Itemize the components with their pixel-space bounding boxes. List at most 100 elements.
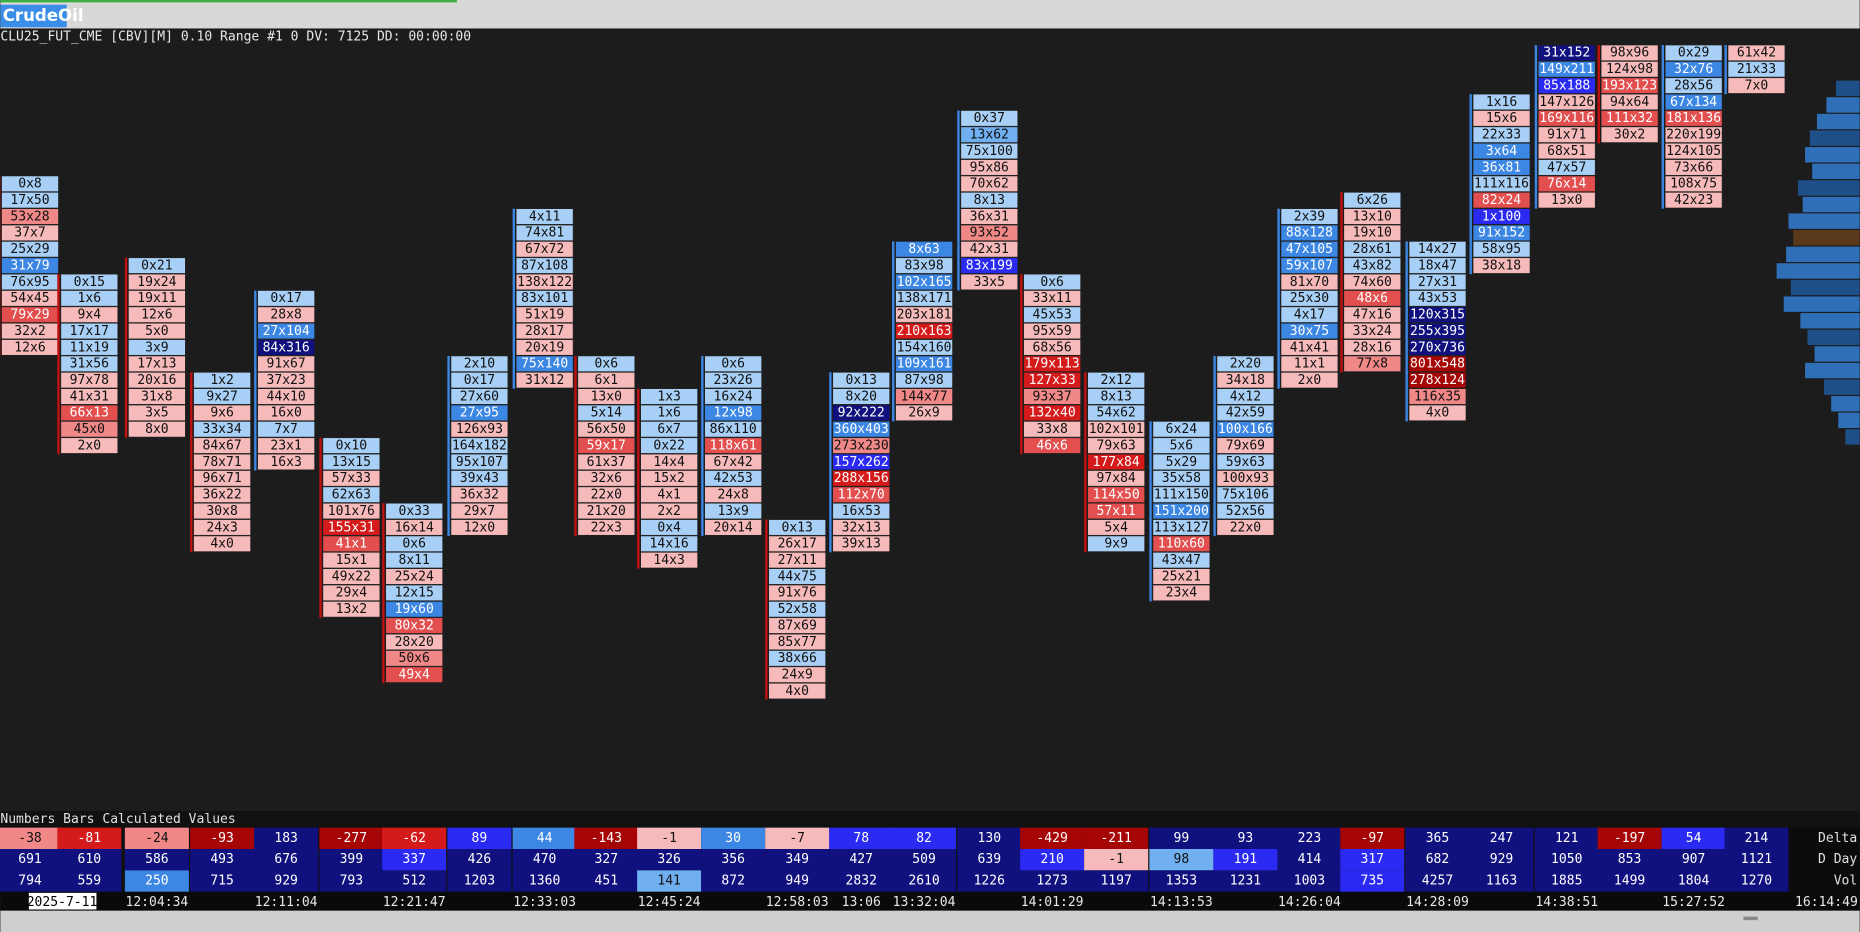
footprint-cell [640,404,698,422]
summary-value: 349 [785,852,809,867]
cell-text: 28x8 [270,308,302,323]
cell-text: 20x16 [137,373,176,388]
footprint-cell [1087,519,1145,536]
cell-text: 95x59 [1033,324,1072,339]
footprint-cell [193,372,251,389]
cell-text: 5x29 [1166,455,1197,470]
cell-text: 61x42 [1737,46,1776,61]
footprint-cell [1,175,59,192]
cell-text: 9x9 [1104,537,1128,552]
time-label: 14:13:53 [1150,895,1213,910]
cell-text: 74x60 [1353,275,1392,290]
cell-text: 25x21 [1162,569,1201,584]
profile-bar [1783,296,1860,312]
footprint-cell [1152,568,1211,585]
footprint-cell [1537,159,1596,176]
footprint-cell [515,241,574,258]
cell-text: 0x10 [336,438,367,453]
cell-text: 95x107 [456,455,503,470]
scroll-thumb[interactable] [1743,916,1758,921]
footprint-cell [450,437,509,454]
bar-edge [574,355,577,536]
cell-text: 4x11 [529,209,560,224]
summary-cell [447,827,512,849]
summary-value: -24 [145,831,169,846]
bar-edge [1084,372,1087,553]
summary-title: Numbers Bars Calculated Values [0,812,235,827]
cell-text: 83x101 [521,291,568,306]
bar-edge [319,437,322,618]
cell-text: 77x8 [1357,357,1389,372]
bar-edge [1661,45,1664,209]
bar-edge [1534,45,1538,209]
footprint-cell [1023,306,1081,323]
cell-text: 11x19 [70,340,109,355]
summary-cell [190,848,255,871]
footprint-cell [193,421,251,438]
cell-text: 83x98 [904,258,943,273]
cell-text: 25x29 [10,242,49,257]
cell-text: 26x9 [908,406,939,421]
cell-text: 37x23 [267,373,306,388]
cell-text: 33x24 [1353,324,1392,339]
cell-text: 79x63 [1097,438,1136,453]
cell-text: 30x2 [1614,128,1645,143]
cell-text: 43x47 [1162,553,1201,568]
footprint-cell [1280,355,1339,372]
footprint-cell [1537,126,1596,143]
instrument-tab[interactable] [0,4,67,28]
summary-cell [57,870,122,892]
scrollbar[interactable] [0,910,1860,932]
cell-text: 47x105 [1286,242,1333,257]
cell-text: 62x63 [332,488,371,503]
footprint-cell [1280,306,1339,323]
cell-text: 36x81 [1482,160,1521,175]
cell-text: 28x56 [1674,78,1713,93]
footprint-cell [640,437,698,454]
cell-text: 8x11 [399,553,430,568]
footprint-cell [895,290,953,307]
cell-text: 51x19 [525,308,564,323]
row-label: D Day [1818,852,1857,867]
summary-value: 682 [1426,852,1450,867]
footprint-cell [385,552,443,569]
footprint-cell [832,486,890,503]
summary-cell [512,848,577,871]
profile-bar [1807,329,1860,346]
footprint-cell [60,322,119,340]
instrument-name[interactable]: CrudeOil [3,6,84,25]
footprint-cell [193,453,251,471]
cell-text: 42x31 [970,242,1009,257]
cell-text: 2x0 [78,438,102,453]
cell-text: 179x113 [1025,357,1080,372]
footprint-cell [768,535,826,552]
cell-text: 87x69 [778,618,817,633]
footprint-cell [60,290,119,307]
footprint-cell [1472,110,1531,127]
footprint-cell [1600,44,1659,62]
summary-value: 356 [721,852,745,867]
footprint-cell [1216,355,1275,372]
cell-text: 85x77 [778,635,817,650]
progress [0,0,457,3]
footprint-cell [1343,273,1402,291]
cell-text: 255x395 [1410,324,1465,339]
cell-text: 8x13 [1100,389,1131,404]
summary-cell [1020,848,1085,871]
footprint-cell [640,519,698,536]
footprint-cell [515,290,574,307]
footprint-cell [1023,322,1081,340]
footprint-cell [960,257,1019,274]
footprint-cell [515,273,574,291]
cell-text: 112x70 [838,488,885,503]
cell-text: 30x75 [1290,324,1329,339]
cell-text: 48x6 [1357,291,1388,306]
footprint-cell [128,388,186,405]
summary-value: 4257 [1422,874,1453,889]
summary-cell [574,827,639,849]
footprint-cell [960,273,1019,291]
cell-text: 164x182 [452,438,507,453]
footprint-cell [515,355,574,372]
footprint-cell [832,535,890,552]
profile-bar [1793,230,1860,246]
